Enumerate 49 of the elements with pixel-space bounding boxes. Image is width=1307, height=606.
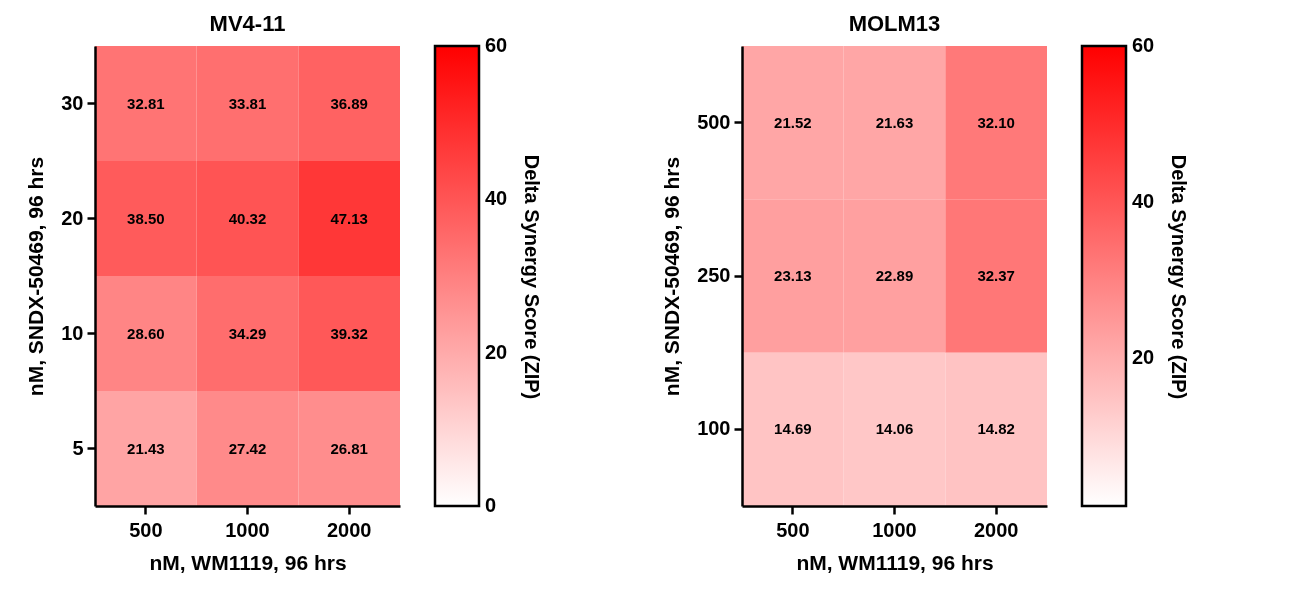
data-label: 40.32 [228, 209, 267, 227]
x-tick-label: 2000 [973, 518, 1019, 541]
data-label: 39.32 [330, 324, 368, 342]
y-tick-label: 20 [61, 206, 84, 229]
x-tick-label: 1000 [225, 518, 270, 541]
data-label: 32.37 [977, 267, 1015, 284]
y-axis-title: nM, SNDX-50469, 96 hrs [24, 156, 48, 397]
data-label: 38.50 [127, 209, 165, 227]
data-label: 47.13 [330, 209, 368, 227]
data-label: 14.06 [875, 420, 914, 438]
data-label: 22.89 [875, 267, 914, 284]
x-axis-title: nM, WM1119, 96 hrs [796, 550, 994, 574]
x-tick-label: 500 [776, 518, 810, 541]
data-label: 21.63 [875, 113, 914, 131]
y-tick-label: 500 [697, 110, 731, 133]
y-axis-title: nM, SNDX-50469, 96 hrs [660, 156, 684, 397]
data-label: 14.82 [977, 420, 1015, 438]
y-tick-label: 10 [61, 321, 84, 344]
data-label: 28.60 [127, 324, 165, 342]
color-bar-label: 0 [485, 494, 497, 516]
data-label: 32.81 [127, 94, 165, 112]
data-label: 14.69 [774, 420, 812, 438]
x-tick-label: 2000 [326, 518, 372, 541]
color-bar-title: Delta Synergy Score (ZIP) [1168, 154, 1190, 400]
color-bar-label: 20 [1132, 345, 1155, 368]
chart-title: MV4-11 [209, 11, 286, 36]
color-bar-label: 60 [485, 34, 508, 56]
data-label: 21.52 [774, 113, 812, 131]
color-bar-label: 40 [1132, 189, 1155, 212]
color-bar-title: Delta Synergy Score (ZIP) [521, 154, 543, 400]
x-tick-label: 500 [129, 518, 163, 541]
data-label: 21.43 [127, 439, 165, 457]
color-bar-label: 60 [1132, 34, 1155, 56]
data-label: 32.10 [977, 113, 1015, 131]
data-label: 36.89 [330, 94, 368, 112]
chart-title: MOLM13 [848, 11, 941, 36]
x-tick-label: 1000 [872, 518, 917, 541]
y-tick-label: 250 [697, 264, 731, 286]
data-label: 33.81 [228, 94, 267, 112]
y-tick-label: 30 [61, 91, 84, 114]
y-tick-label: 100 [697, 417, 731, 440]
color-bar-label: 40 [485, 187, 508, 210]
data-label: 34.29 [228, 324, 267, 342]
x-axis-title: nM, WM1119, 96 hrs [149, 550, 347, 574]
data-label: 27.42 [228, 439, 267, 457]
data-label: 26.81 [330, 439, 368, 457]
data-label: 23.13 [774, 267, 812, 284]
color-bar-label: 20 [485, 340, 508, 363]
y-tick-label: 5 [72, 436, 84, 459]
